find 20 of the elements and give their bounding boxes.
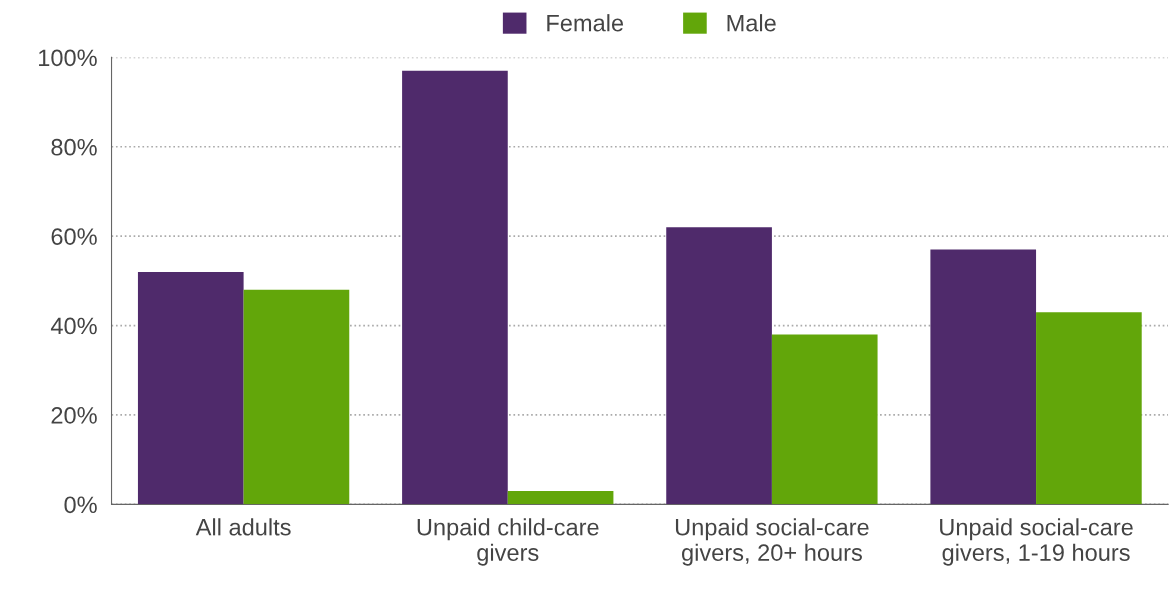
x-tick-label: Unpaid child-care givers — [417, 518, 599, 566]
y-tick-label: 40% — [50, 317, 97, 335]
bar — [243, 289, 350, 505]
legend-label: Male — [727, 14, 776, 32]
bar — [137, 271, 244, 505]
legend-label: Female — [547, 14, 624, 32]
bar — [930, 249, 1037, 505]
y-tick-label: 100% — [39, 49, 97, 67]
y-tick-label: 20% — [51, 407, 97, 424]
y-tick-label: 60% — [51, 228, 97, 245]
bar — [666, 227, 772, 505]
x-tick-label: All adults — [195, 518, 291, 536]
x-tick-label: Unpaid social-care givers, 1-19 hours — [940, 518, 1133, 566]
y-tick-label: 0% — [64, 496, 97, 514]
bar — [507, 490, 614, 505]
bar — [1036, 312, 1142, 505]
bar — [771, 334, 878, 505]
y-tick-label: 80% — [51, 138, 97, 156]
bar — [402, 70, 508, 505]
x-tick-label: Unpaid social-care givers, 20+ hours — [675, 518, 869, 566]
